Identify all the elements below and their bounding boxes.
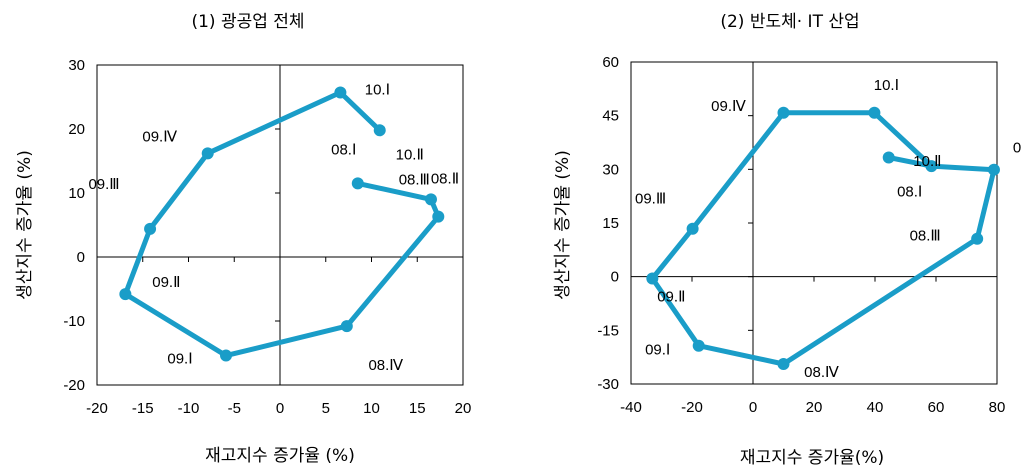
c1-x-tick-label: 10 [363,400,380,417]
c1-point-label: 08.Ⅰ [331,141,356,158]
c2-point-marker [686,222,699,235]
c2-point-label: 09.Ⅱ [657,288,685,305]
chart-2-ticks: -40 -20 0 20 40 60 80 -30 -15 0 15 30 45 60 [597,54,1005,416]
c1-y-tick-label: 10 [68,185,85,202]
chart-2-xlabel: 재고지수 증가율(%) [740,448,884,468]
c1-x-tick-label: -20 [86,400,108,417]
c1-point-label: 09.Ⅱ [152,274,180,291]
chart-1-xlabel: 재고지수 증가율 (%) [205,446,355,466]
c2-point-label: 08.Ⅲ [910,228,941,245]
c2-point-label: 09.Ⅲ [635,191,666,208]
c1-point-label: 10.Ⅰ [365,82,390,99]
c1-point-label: 09.Ⅳ [142,128,177,145]
c1-point-label: 08.Ⅲ [399,172,430,189]
chart-2: (2) 반도체· IT 산업 -40 -20 0 20 40 60 80 -30 -15 0 15 3… [553,12,1021,468]
c1-point-marker [119,288,132,301]
c2-point-label: 09.Ⅰ [645,342,670,359]
c1-x-tick-label: -10 [178,400,200,417]
c1-y-tick-label: 20 [68,121,85,138]
c1-y-tick-label: -10 [63,313,85,330]
c2-x-tick-label: -40 [620,399,642,416]
c2-x-tick-label: 20 [806,399,823,416]
c2-point-marker [882,151,895,164]
c1-point-marker [373,124,386,137]
chart-1-ylabel: 생산지수 증가율 (%) [15,150,35,300]
c2-point-marker [777,106,790,119]
c2-x-tick-label: 60 [928,399,945,416]
c2-point-label: 09.Ⅳ [711,98,746,115]
c1-x-tick-label: -15 [132,400,154,417]
c1-series-line [122,90,441,359]
c2-y-tick-label: 30 [602,161,619,178]
chart-2-ylabel: 생산지수 증가율 (%) [553,150,573,300]
c2-series-line [649,110,997,367]
c2-y-tick-label: 15 [602,215,619,232]
c2-point-marker [777,357,790,370]
c1-x-tick-label: 20 [455,400,472,417]
c2-y-tick-label: -15 [597,322,619,339]
c1-point-label: 09.Ⅲ [88,176,119,193]
chart-1-title: (1) 광공업 전체 [191,12,304,32]
c2-y-tick-label: -30 [597,376,619,393]
c2-point-label: 10.Ⅰ [874,77,899,94]
c2-point-marker [646,272,659,285]
c1-point-label: 08.Ⅱ [431,170,459,187]
c1-point-marker [201,147,214,160]
c1-x-tick-label: 15 [409,400,426,417]
c1-point-marker [144,222,157,235]
c2-point-marker [925,160,938,173]
c2-x-tick-label: -20 [681,399,703,416]
c1-y-tick-label: 30 [68,57,85,74]
c2-point-label: 08.Ⅳ [804,364,839,381]
c1-point-marker [424,193,437,206]
c1-point-marker [432,210,445,223]
c2-y-tick-label: 60 [602,54,619,71]
chart-2-plot: 08.Ⅰ 10.Ⅱ 08.Ⅱ 08.Ⅲ 08.Ⅳ 09.Ⅰ 09.Ⅱ 09.Ⅲ 09.Ⅳ 10.Ⅰ [635,77,1021,381]
c2-y-tick-label: 0 [611,269,619,286]
c2-x-tick-label: 80 [989,399,1006,416]
c2-point-marker [692,339,705,352]
c1-point-label: 10.Ⅱ [396,146,424,163]
c2-y-tick-label: 45 [602,108,619,125]
c1-x-tick-label: 0 [276,400,284,417]
c2-point-marker [868,106,881,119]
c1-point-label: 08.Ⅳ [368,357,403,374]
chart-2-frame [630,61,998,385]
c1-point-marker [334,86,347,99]
c1-y-tick-label: -20 [63,377,85,394]
c2-point-label: 08.Ⅰ [897,184,922,201]
c2-point-marker [971,232,984,245]
c2-point-label: 10.Ⅱ [913,153,941,170]
c2-x-tick-label: 0 [749,399,757,416]
chart-2-title: (2) 반도체· IT 산업 [720,12,859,32]
chart-1-ticks: -20 -15 -10 -5 0 5 10 15 20 -20 -10 0 10 20 30 [63,57,471,417]
c2-point-marker [987,163,1000,176]
c2-x-tick-label: 40 [867,399,884,416]
c2-point-label: 08.Ⅱ [1013,140,1021,157]
c1-point-marker [340,320,353,333]
c1-point-label: 09.Ⅰ [167,351,192,368]
c1-x-tick-label: 5 [322,400,330,417]
c1-point-marker [351,177,364,190]
chart-1: (1) 광공업 전체 -20 -15 -10 -5 0 5 10 15 20 -20 -10 0 10 2… [15,12,471,466]
c1-point-marker [220,349,233,362]
c1-y-tick-label: 0 [77,249,85,266]
c1-x-tick-label: -5 [228,400,241,417]
